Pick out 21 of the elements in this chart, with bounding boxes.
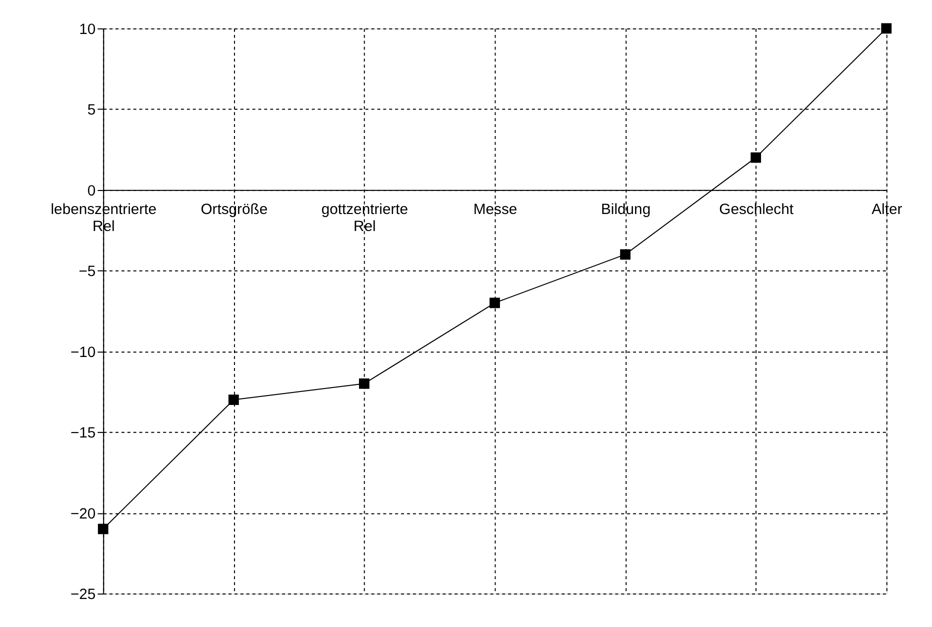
- y-tick-label: 10: [79, 22, 96, 38]
- y-tick-label: 0: [87, 183, 96, 200]
- point: [490, 298, 500, 308]
- x-tick-label: Ortsgröße: [200, 202, 268, 218]
- y-tick-label: 5: [87, 102, 96, 119]
- x-tick-label: Bildung: [601, 202, 651, 218]
- point: [750, 152, 762, 163]
- x-tick-label: Messe: [473, 202, 518, 218]
- y-tick-label: −15: [70, 426, 96, 442]
- y-tick-label: −25: [70, 587, 96, 603]
- x-tick-label: Geschlecht: [719, 202, 794, 218]
- point: [359, 378, 370, 389]
- x-tick-label: gottzentrierte Rel: [321, 202, 408, 236]
- point: [881, 23, 892, 34]
- y-tick-label: −20: [70, 506, 96, 522]
- y-tick-label: −5: [78, 264, 96, 280]
- point: [98, 524, 108, 534]
- point: [620, 249, 630, 260]
- y-tick-label: −10: [70, 344, 96, 361]
- x-tick-label: Alter: [872, 202, 902, 218]
- point: [228, 394, 239, 405]
